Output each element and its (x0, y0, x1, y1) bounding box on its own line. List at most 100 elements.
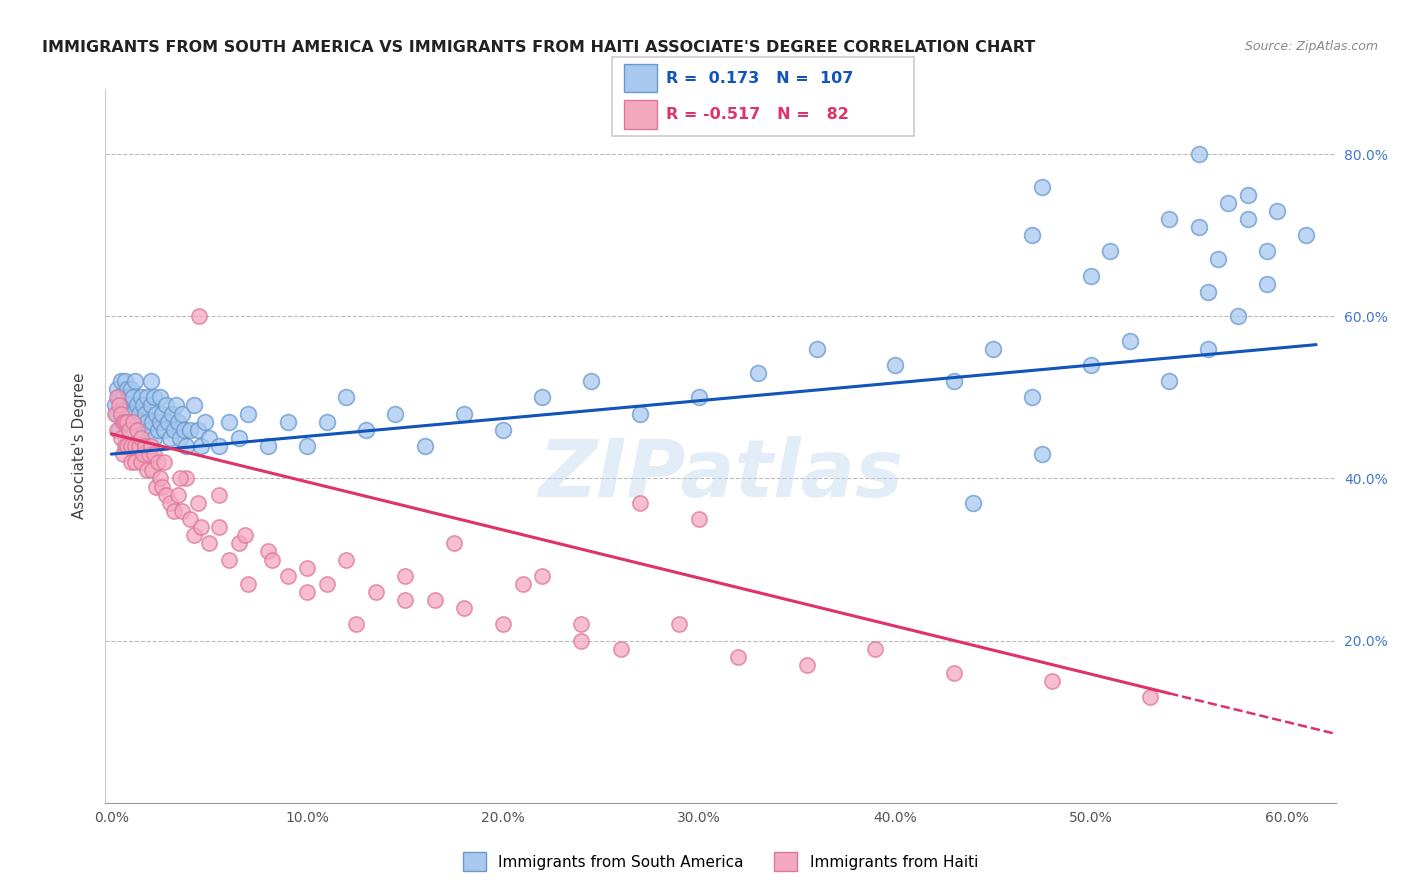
Point (942, 666, 965, 681)
Point (796, 657, 818, 672)
Point (120, 415, 142, 429)
Point (105, 423, 128, 437)
Point (208, 439, 231, 453)
Point (364, 585, 387, 599)
Point (115, 382, 138, 396)
Point (194, 415, 217, 429)
Point (163, 504, 186, 518)
Point (138, 423, 160, 437)
Point (110, 374, 132, 388)
Point (492, 617, 515, 632)
Point (120, 382, 142, 396)
Point (125, 399, 148, 413)
Point (124, 455, 146, 469)
Point (1236, 211, 1258, 226)
Point (1295, 228, 1317, 243)
Point (297, 585, 319, 599)
Point (170, 407, 193, 421)
Point (962, 496, 984, 510)
Point (183, 528, 205, 542)
Point (124, 439, 146, 453)
Point (1040, 674, 1063, 689)
Point (571, 617, 593, 632)
Point (159, 496, 181, 510)
Point (315, 415, 337, 429)
Point (531, 568, 554, 582)
Point (727, 649, 749, 664)
Point (155, 488, 177, 502)
Point (190, 439, 212, 453)
Point (114, 415, 136, 429)
Point (233, 528, 256, 542)
Point (145, 479, 167, 493)
Point (1187, 220, 1209, 235)
Point (110, 431, 132, 445)
Point (134, 407, 156, 421)
Point (169, 431, 191, 445)
Point (160, 407, 183, 421)
Point (118, 390, 141, 404)
Point (1080, 358, 1102, 372)
Point (218, 552, 240, 566)
Point (153, 423, 176, 437)
Point (118, 407, 141, 421)
Point (129, 415, 152, 429)
Point (179, 423, 201, 437)
Text: ZIPatlas: ZIPatlas (538, 435, 903, 514)
Point (139, 439, 162, 453)
Point (208, 488, 231, 502)
Point (1119, 334, 1142, 348)
Point (148, 455, 170, 469)
Point (1021, 390, 1043, 404)
Point (143, 431, 166, 445)
Point (1139, 690, 1161, 705)
Point (125, 423, 148, 437)
Point (108, 423, 131, 437)
Point (688, 390, 710, 404)
Point (165, 399, 187, 413)
Point (167, 415, 190, 429)
Point (942, 374, 965, 388)
Point (173, 423, 195, 437)
Point (120, 439, 142, 453)
Point (1206, 252, 1229, 267)
Point (125, 423, 148, 437)
Point (155, 399, 177, 413)
Point (260, 552, 283, 566)
Point (114, 374, 136, 388)
Point (167, 488, 190, 502)
Point (747, 366, 769, 380)
Point (688, 512, 710, 526)
Text: Source: ZipAtlas.com: Source: ZipAtlas.com (1244, 40, 1378, 54)
Point (453, 407, 475, 421)
Point (143, 390, 166, 404)
Point (453, 601, 475, 615)
FancyBboxPatch shape (612, 57, 914, 136)
Point (1216, 195, 1239, 210)
Text: IMMIGRANTS FROM SOUTH AMERICA VS IMMIGRANTS FROM HAITI ASSOCIATE'S DEGREE CORREL: IMMIGRANTS FROM SOUTH AMERICA VS IMMIGRA… (42, 40, 1035, 55)
Point (174, 471, 197, 485)
Point (149, 390, 172, 404)
Point (865, 641, 887, 656)
Point (104, 399, 127, 413)
Point (141, 463, 163, 477)
Point (884, 358, 907, 372)
Point (131, 399, 153, 413)
Point (571, 633, 593, 648)
Point (138, 447, 160, 461)
Point (143, 447, 166, 461)
Point (122, 415, 145, 429)
Legend: Immigrants from South America, Immigrants from Haiti: Immigrants from South America, Immigrant… (457, 847, 984, 877)
Point (1099, 244, 1122, 259)
Point (149, 415, 172, 429)
Point (609, 641, 631, 656)
Point (806, 342, 828, 356)
Point (105, 390, 128, 404)
Point (170, 504, 193, 518)
Point (257, 439, 280, 453)
Point (413, 439, 436, 453)
Point (110, 407, 132, 421)
Point (148, 423, 170, 437)
Point (159, 431, 181, 445)
Point (108, 390, 131, 404)
